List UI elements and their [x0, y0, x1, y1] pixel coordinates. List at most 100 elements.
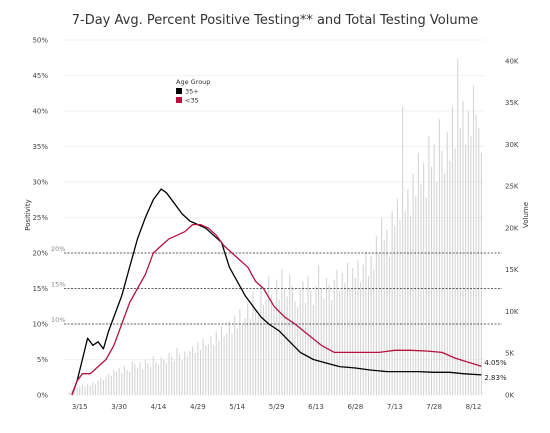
volume-bar: [362, 264, 364, 395]
volume-bar: [457, 59, 459, 396]
volume-bar: [394, 226, 396, 395]
volume-bar: [412, 173, 414, 395]
volume-bar: [247, 303, 249, 395]
volume-bar: [286, 296, 288, 395]
volume-bar: [262, 304, 265, 395]
volume-bar: [310, 291, 312, 395]
volume-bar: [312, 304, 314, 395]
x-tick-label: 7/28: [426, 403, 442, 411]
volume-bar: [131, 361, 133, 395]
volume-bar: [121, 373, 123, 395]
volume-bar: [391, 211, 393, 395]
volume-bar: [105, 376, 107, 395]
volume-bar: [84, 386, 86, 395]
volume-bar: [289, 274, 291, 395]
volume-bar: [417, 152, 419, 395]
volume-bar: [470, 136, 472, 395]
reference-lines: 20% 15% 10%: [51, 245, 502, 325]
volume-bar: [92, 382, 94, 395]
y2-tick-label: 20K: [505, 224, 519, 232]
y-tick-label: 45%: [32, 72, 48, 80]
chart-title: 7-Day Avg. Percent Positive Testing** an…: [71, 13, 479, 28]
volume-bar: [325, 278, 328, 395]
series-end-label-0: 2.83%: [484, 374, 507, 382]
y2-axis-label: Volume: [522, 202, 530, 228]
volume-bar: [281, 269, 283, 395]
volume-bar: [115, 371, 118, 395]
volume-bar: [249, 318, 251, 395]
y-tick-label: 5%: [37, 356, 48, 364]
volume-bar: [294, 301, 296, 395]
volume-bar: [472, 85, 475, 396]
volume-bar: [73, 389, 76, 395]
volume-bar: [268, 276, 270, 395]
volume-bar: [76, 387, 78, 395]
volume-bar: [278, 299, 280, 395]
y-tick-label: 25%: [32, 214, 48, 222]
y2-tick-label: 35K: [505, 99, 519, 107]
volume-bar: [134, 364, 136, 395]
volume-bar: [370, 256, 372, 395]
volume-bar: [270, 294, 272, 395]
volume-bar: [302, 281, 304, 395]
volume-bar: [163, 359, 165, 395]
volume-bar: [404, 211, 406, 395]
volume-bar: [155, 362, 157, 395]
volume-bar: [118, 368, 120, 395]
volume-bar: [283, 289, 286, 395]
volume-bar: [307, 276, 309, 395]
volume-bar: [375, 236, 377, 395]
legend: Age Group 35+ <35: [176, 78, 210, 105]
volume-bar: [444, 173, 446, 395]
volume-bar: [210, 336, 212, 395]
y-tick-label: 15%: [32, 285, 48, 293]
volume-bar: [331, 299, 333, 395]
volume-bar: [142, 369, 144, 395]
volume-bar: [94, 384, 97, 395]
volume-bar: [228, 321, 230, 395]
volume-bar: [341, 273, 343, 395]
x-tick-label: 6/13: [308, 403, 324, 411]
volume-bar: [454, 148, 456, 395]
volume-bar: [420, 184, 422, 395]
volume-bar: [110, 375, 112, 395]
y2-tick-label: 5K: [505, 350, 514, 358]
volume-bar: [381, 217, 383, 395]
y2-tick-label: 30K: [505, 141, 519, 149]
volume-bar: [113, 369, 115, 395]
reference-label-20: 20%: [51, 245, 65, 253]
volume-bar: [215, 331, 217, 395]
volume-bar: [207, 344, 209, 395]
x-tick-label: 7/13: [387, 403, 403, 411]
volume-bar: [354, 278, 356, 395]
volume-bar: [386, 229, 388, 395]
volume-bar: [220, 326, 223, 395]
volume-bar: [407, 189, 409, 395]
x-tick-label: 5/29: [269, 403, 285, 411]
volume-bar: [239, 308, 241, 395]
volume-bar: [181, 359, 183, 395]
volume-bar: [252, 292, 254, 395]
volume-bar: [192, 346, 194, 395]
volume-bar: [178, 354, 181, 395]
y-tick-label: 35%: [32, 143, 48, 151]
volume-bar: [441, 151, 443, 395]
volume-bar: [346, 263, 349, 395]
volume-bar: [433, 144, 435, 395]
volume-bar: [144, 359, 146, 395]
y-axis-label: Positivity: [24, 199, 32, 231]
positivity-lines: 2.83% 4.05%: [71, 188, 507, 396]
volume-bar: [373, 269, 375, 395]
series-line-1: [71, 223, 482, 396]
volume-bar: [357, 259, 359, 395]
volume-bar: [349, 288, 351, 395]
volume-bar: [236, 328, 238, 395]
volume-bar: [333, 279, 335, 395]
volume-bar: [126, 369, 128, 395]
y2-tick-label: 0K: [505, 392, 514, 400]
volume-bar: [399, 219, 401, 395]
volume-bar: [339, 290, 341, 395]
volume-bar: [102, 379, 104, 395]
y-tick-label: 50%: [32, 37, 48, 45]
